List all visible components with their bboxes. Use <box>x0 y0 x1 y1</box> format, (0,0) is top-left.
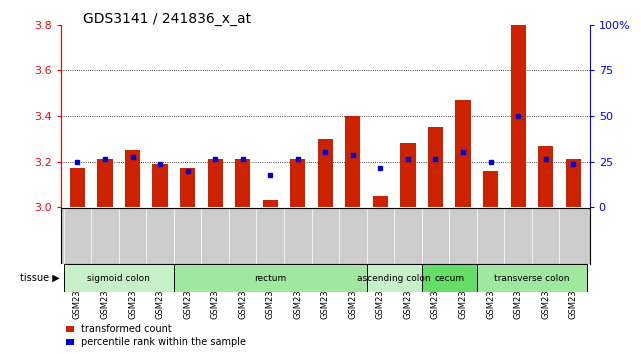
Bar <box>153 164 168 207</box>
Text: rectum: rectum <box>254 274 287 283</box>
Bar <box>235 159 250 207</box>
Text: tissue ▶: tissue ▶ <box>21 273 60 283</box>
Bar <box>174 264 367 292</box>
Bar <box>477 264 587 292</box>
Bar <box>180 169 195 207</box>
Bar <box>510 25 526 207</box>
Bar <box>290 159 305 207</box>
Bar <box>63 264 174 292</box>
Bar <box>401 143 415 207</box>
Text: cecum: cecum <box>434 274 464 283</box>
Text: transverse colon: transverse colon <box>494 274 570 283</box>
Text: sigmoid colon: sigmoid colon <box>87 274 150 283</box>
Bar <box>367 264 422 292</box>
Bar <box>97 159 113 207</box>
Bar <box>208 159 222 207</box>
Text: GDS3141 / 241836_x_at: GDS3141 / 241836_x_at <box>83 12 251 27</box>
Bar <box>428 127 443 207</box>
Bar <box>422 264 477 292</box>
Bar <box>373 196 388 207</box>
Bar <box>318 139 333 207</box>
Legend: transformed count, percentile rank within the sample: transformed count, percentile rank withi… <box>66 325 246 347</box>
Bar <box>483 171 498 207</box>
Bar <box>538 145 553 207</box>
Text: ascending colon: ascending colon <box>357 274 431 283</box>
Bar <box>263 200 278 207</box>
Bar <box>70 169 85 207</box>
Bar <box>565 159 581 207</box>
Bar <box>345 116 360 207</box>
Bar <box>125 150 140 207</box>
Bar <box>456 100 470 207</box>
